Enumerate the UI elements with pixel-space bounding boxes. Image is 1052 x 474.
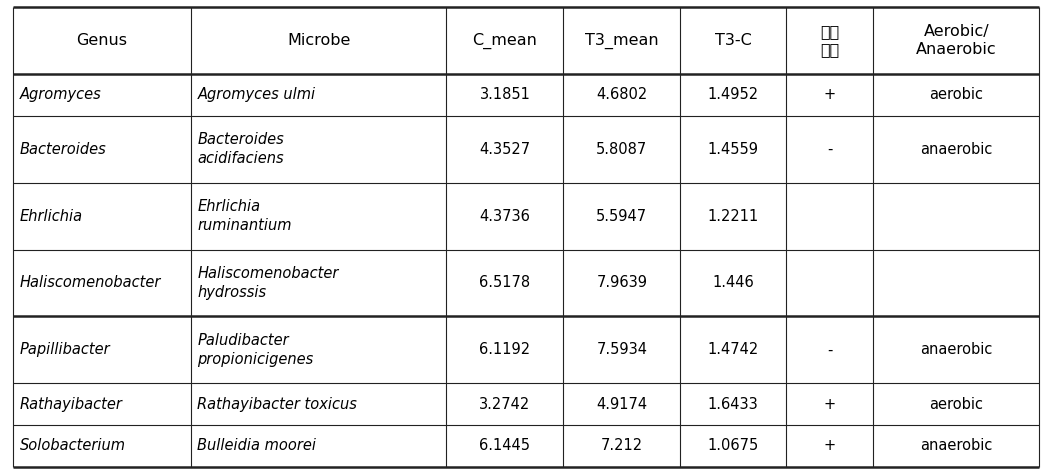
Text: anaerobic: anaerobic [920,342,992,357]
Text: T3-C: T3-C [715,33,751,48]
Text: 4.3736: 4.3736 [480,209,530,224]
Text: 3.1851: 3.1851 [480,87,530,102]
Text: Microbe: Microbe [287,33,350,48]
Text: Haliscomenobacter: Haliscomenobacter [20,275,161,291]
Text: 6.5178: 6.5178 [480,275,530,291]
Text: 1.4559: 1.4559 [708,142,758,157]
Text: 1.446: 1.446 [712,275,754,291]
Text: Papillibacter: Papillibacter [20,342,110,357]
Text: Ehrlichia
ruminantium: Ehrlichia ruminantium [198,199,291,233]
Text: C_mean: C_mean [472,32,538,49]
Text: Paludibacter
propionicigenes: Paludibacter propionicigenes [198,333,313,367]
Text: aerobic: aerobic [929,397,984,412]
Text: Haliscomenobacter
hydrossis: Haliscomenobacter hydrossis [198,266,339,300]
Text: 1.2211: 1.2211 [708,209,758,224]
Text: 7.9639: 7.9639 [596,275,647,291]
Text: 5.8087: 5.8087 [596,142,647,157]
Text: anaerobic: anaerobic [920,142,992,157]
Text: Solobacterium: Solobacterium [20,438,126,454]
Text: 1.6433: 1.6433 [708,397,758,412]
Text: -: - [827,342,832,357]
Text: 6.1192: 6.1192 [480,342,530,357]
Text: -: - [827,142,832,157]
Text: +: + [824,438,835,454]
Text: Agromyces: Agromyces [20,87,102,102]
Text: Bacteroides
acidifaciens: Bacteroides acidifaciens [198,132,284,166]
Text: Bacteroides: Bacteroides [20,142,106,157]
Text: 4.3527: 4.3527 [480,142,530,157]
Text: Aerobic/
Anaerobic: Aerobic/ Anaerobic [916,24,996,57]
Text: Agromyces ulmi: Agromyces ulmi [198,87,316,102]
Text: 3.2742: 3.2742 [480,397,530,412]
Text: 그람
염색: 그람 염색 [821,24,839,57]
Text: 4.9174: 4.9174 [596,397,647,412]
Text: Bulleidia moorei: Bulleidia moorei [198,438,317,454]
Text: +: + [824,397,835,412]
Text: anaerobic: anaerobic [920,438,992,454]
Text: 7.5934: 7.5934 [596,342,647,357]
Text: Ehrlichia: Ehrlichia [20,209,83,224]
Text: 7.212: 7.212 [601,438,643,454]
Text: 1.0675: 1.0675 [708,438,758,454]
Text: Rathayibacter: Rathayibacter [20,397,123,412]
Text: 4.6802: 4.6802 [596,87,647,102]
Text: 6.1445: 6.1445 [480,438,530,454]
Text: +: + [824,87,835,102]
Text: 1.4742: 1.4742 [708,342,758,357]
Text: T3_mean: T3_mean [585,32,659,49]
Text: 5.5947: 5.5947 [596,209,647,224]
Text: Genus: Genus [77,33,127,48]
Text: aerobic: aerobic [929,87,984,102]
Text: Rathayibacter toxicus: Rathayibacter toxicus [198,397,358,412]
Text: 1.4952: 1.4952 [708,87,758,102]
